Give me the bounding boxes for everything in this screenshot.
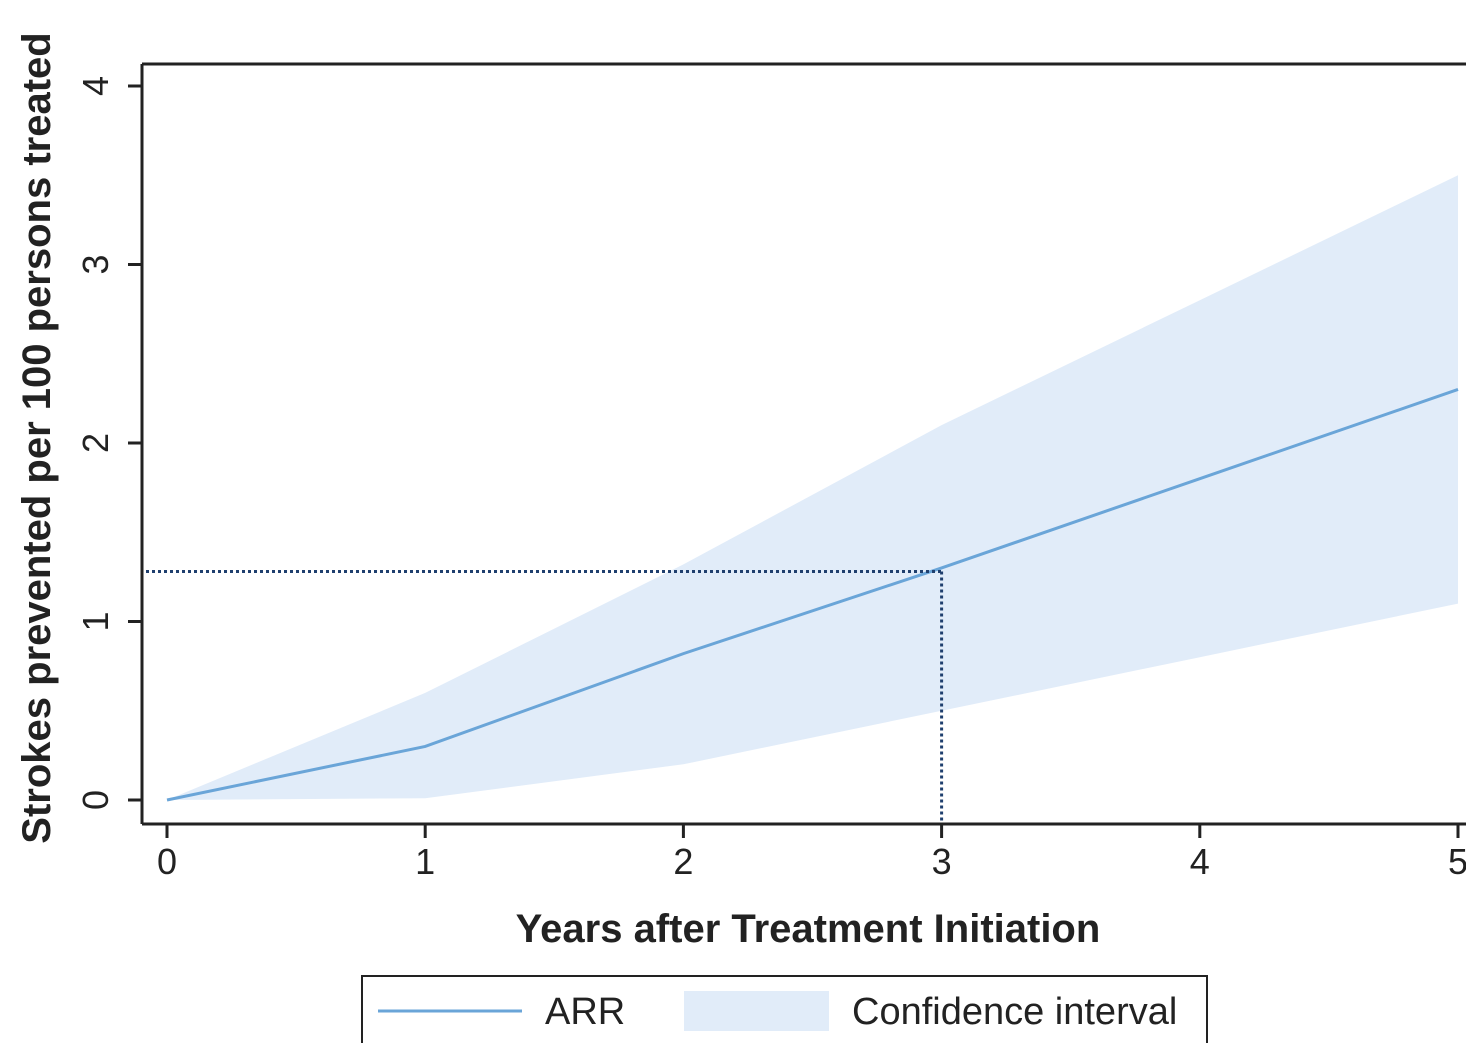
y-tick-label: 2 bbox=[75, 433, 116, 453]
legend: ARR Confidence interval bbox=[361, 975, 1208, 1043]
x-tick-label: 5 bbox=[1448, 841, 1466, 882]
x-tick-label: 2 bbox=[673, 841, 693, 882]
y-axis-ticks: 0 1 2 3 4 bbox=[75, 76, 142, 810]
y-axis-title: Strokes prevented per 100 persons treate… bbox=[15, 32, 59, 843]
y-tick-label: 4 bbox=[75, 76, 116, 96]
plot-area bbox=[146, 175, 1459, 824]
legend-confidence-interval-label: Confidence interval bbox=[852, 991, 1177, 1033]
arr-series-line bbox=[166, 388, 1459, 802]
x-tick-label: 0 bbox=[157, 841, 177, 882]
y-tick-label: 1 bbox=[75, 611, 116, 631]
y-tick-label: 0 bbox=[75, 790, 116, 810]
confidence-interval-band bbox=[167, 175, 1458, 800]
x-tick-label: 1 bbox=[415, 841, 435, 882]
x-axis-ticks: 0 1 2 3 4 5 bbox=[157, 824, 1466, 882]
legend-confidence-interval-swatch bbox=[684, 991, 829, 1031]
x-tick-label: 4 bbox=[1190, 841, 1210, 882]
legend-arr-label: ARR bbox=[545, 991, 625, 1033]
x-tick-label: 3 bbox=[932, 841, 952, 882]
y-tick-label: 3 bbox=[75, 254, 116, 274]
x-axis-title: Years after Treatment Initiation bbox=[516, 907, 1101, 951]
